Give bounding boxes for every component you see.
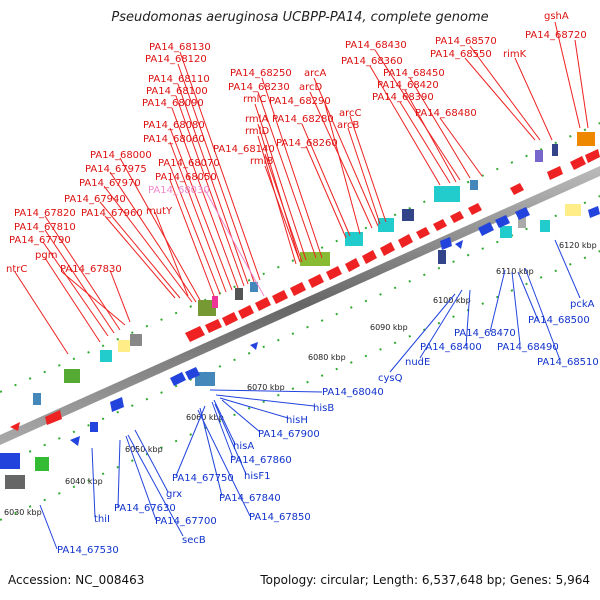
gene-label: arcA: [304, 68, 327, 79]
gene-label: PA14_67810: [14, 222, 76, 233]
gene-label: PA14_68390: [372, 92, 434, 103]
gene-label: PA14_67900: [258, 429, 320, 440]
gene-label: thiI: [94, 514, 110, 525]
gene-label: PA14_68140: [213, 144, 275, 155]
gene-label: PA14_68080: [143, 120, 205, 131]
gene-label: PA14_68120: [145, 54, 207, 65]
gene-label: PA14_68570: [435, 36, 497, 47]
gene-label: PA14_68130: [149, 42, 211, 53]
gene-label: PA14_68500: [528, 315, 590, 326]
gene-label: hisF1: [244, 471, 270, 482]
gene-label: PA14_67970: [79, 178, 141, 189]
gene-label: PA14_68550: [430, 49, 492, 60]
backbone: [0, 166, 600, 445]
gene-label: rimK: [503, 49, 527, 60]
summary-text: Topology: circular; Length: 6,537,648 bp…: [260, 573, 590, 587]
gene-label: grx: [166, 489, 182, 500]
gene-label: arcB: [337, 120, 360, 131]
gene-label: gshA: [544, 11, 569, 22]
gene-label: PA14_68450: [383, 68, 445, 79]
gene-label: PA14_67530: [57, 545, 119, 556]
gene-label: PA14_67960: [81, 208, 143, 219]
gene-label: PA14_68290: [269, 96, 331, 107]
gene-label: PA14_68030: [148, 185, 210, 196]
gene-label: rmlB: [250, 156, 273, 167]
reverse-leader-lines: [39, 239, 581, 550]
kbp-tick: 6050 kbp: [125, 445, 163, 454]
gene-label: PA14_68470: [454, 328, 516, 339]
gene-label: PA14_68100: [146, 86, 208, 97]
gene-label: arcC: [339, 108, 362, 119]
gene-label: PA14_67860: [230, 455, 292, 466]
highlight-leader-line: [204, 189, 265, 297]
gene-label: PA14_68250: [230, 68, 292, 79]
gene-label: PA14_67630: [114, 503, 176, 514]
gene-label: PA14_68000: [90, 150, 152, 161]
gene-label: PA14_67790: [9, 235, 71, 246]
gene-label: pckA: [570, 299, 595, 310]
gene-label: mutY: [146, 206, 173, 217]
forward-leader-lines: [14, 21, 589, 355]
gene-label: PA14_68420: [377, 80, 439, 91]
gene-label: PA14_67840: [219, 493, 281, 504]
kbp-tick: 6110 kbp: [496, 267, 534, 276]
kbp-tick: 6080 kbp: [308, 353, 346, 362]
kbp-tick: 6040 kbp: [65, 477, 103, 486]
gene-label: PA14_68050: [155, 172, 217, 183]
forward-gene-labels: gshA PA14_68720 PA14_68570 PA14_68550 ri…: [6, 11, 587, 275]
gene-label: pgm: [35, 250, 57, 261]
gene-label: PA14_68720: [525, 30, 587, 41]
gene-label: PA14_68110: [148, 74, 210, 85]
gene-label: PA14_68040: [322, 387, 384, 398]
gene-label: secB: [182, 535, 206, 546]
gene-label: PA14_68480: [415, 108, 477, 119]
gene-label: arcD: [299, 82, 323, 93]
gene-label: PA14_67850: [249, 512, 311, 523]
gene-label: PA14_67700: [155, 516, 217, 527]
gene-label: hisA: [233, 441, 254, 452]
gene-label: PA14_67820: [14, 208, 76, 219]
gene-label: PA14_68400: [420, 342, 482, 353]
gene-label: PA14_68430: [345, 40, 407, 51]
gene-label: PA14_67940: [64, 194, 126, 205]
gene-label: PA14_68090: [142, 98, 204, 109]
reverse-gene-labels: pckA PA14_68500 PA14_68510 PA14_68470 PA…: [57, 299, 599, 556]
gene-label: PA14_67830: [60, 264, 122, 275]
accession-text: Accession: NC_008463: [8, 573, 145, 587]
kbp-tick: 6060 kbp: [186, 413, 224, 422]
gene-label: nudE: [405, 357, 430, 368]
kbp-scale: 6030 kbp 6040 kbp 6050 kbp 6060 kbp 6070…: [4, 241, 597, 517]
gene-label: PA14_68360: [341, 56, 403, 67]
kbp-tick: 6120 kbp: [559, 241, 597, 250]
feature-blocks: [0, 132, 595, 489]
gene-label: PA14_67975: [85, 164, 147, 175]
gene-label: hisB: [313, 403, 334, 414]
gene-label: PA14_67750: [172, 473, 234, 484]
map-title: Pseudomonas aeruginosa UCBPP-PA14, compl…: [111, 10, 489, 25]
gene-label: rmlD: [245, 126, 269, 137]
forward-gene-track: [10, 149, 600, 431]
kbp-tick: 6070 kbp: [247, 383, 285, 392]
gene-label: PA14_68280: [272, 114, 334, 125]
kbp-tick: 6030 kbp: [4, 508, 42, 517]
gene-label: PA14_68060: [143, 134, 205, 145]
gene-label: PA14_68070: [158, 158, 220, 169]
gene-label: rmlC: [243, 94, 266, 105]
gene-label: ntrC: [6, 264, 27, 275]
gene-label: rmlA: [245, 114, 268, 125]
kbp-tick: 6090 kbp: [370, 323, 408, 332]
gene-label: PA14_68260: [276, 138, 338, 149]
gene-label: PA14_68230: [228, 82, 290, 93]
reverse-gene-track: [70, 206, 600, 446]
gene-label: cysQ: [378, 373, 403, 384]
kbp-tick: 6100 kbp: [433, 296, 471, 305]
gene-label: hisH: [286, 415, 308, 426]
gene-label: PA14_68490: [497, 342, 559, 353]
gene-label: PA14_68510: [537, 357, 599, 368]
